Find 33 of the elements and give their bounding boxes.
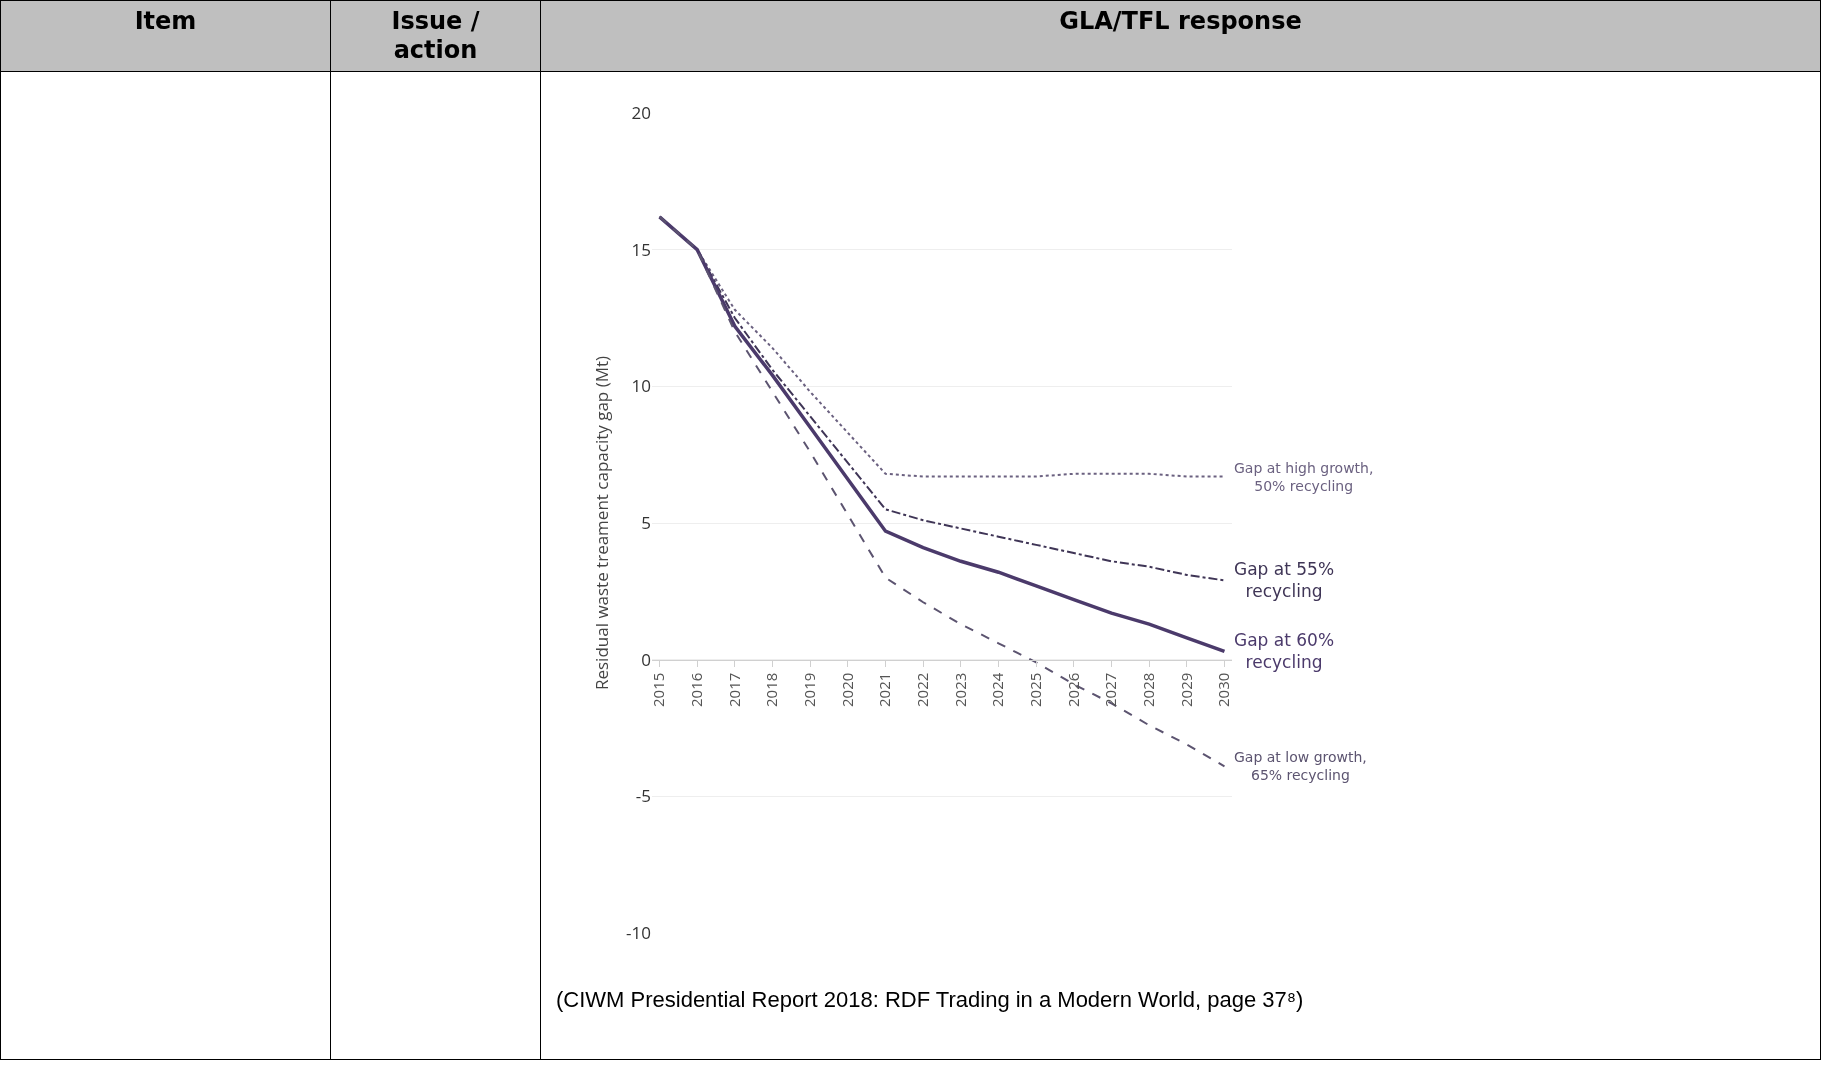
x-tick-label: 2028	[1138, 672, 1159, 707]
y-tick-label: -10	[626, 920, 651, 944]
series-label: Gap at 55% recycling	[1234, 558, 1335, 601]
x-tick-label: 2030	[1213, 672, 1234, 707]
x-tick-label: 2016	[686, 672, 707, 707]
x-tick-label: 2023	[949, 672, 970, 707]
x-tick-label: 2017	[723, 672, 744, 707]
text: GLA/TFL response	[540, 0, 1821, 72]
x-tick-label: 2021	[874, 672, 895, 707]
x-tick-label: 2026	[1062, 672, 1083, 707]
x-tick-label: 2019	[799, 672, 820, 707]
x-tick-label: 2024	[987, 671, 1008, 707]
y-tick-label: -5	[635, 783, 651, 807]
x-tick-label: 2020	[836, 672, 857, 707]
y-tick-label: 0	[641, 647, 651, 671]
x-tick-label: 2027	[1100, 672, 1121, 707]
series-label: Gap at 60% recycling	[1234, 629, 1335, 672]
x-tick-label: 2015	[648, 672, 669, 707]
x-tick-label: 2018	[761, 672, 782, 707]
x-tick-label: 2029	[1175, 672, 1196, 707]
series-label: Gap at high growth, 50% recycling	[1234, 459, 1374, 494]
y-tick-label: 15	[631, 237, 651, 261]
y-tick-label: 20	[631, 100, 651, 124]
y-axis-title: Residual waste treament capacity gap (Mt)	[590, 355, 613, 690]
x-tick-label: 2022	[912, 672, 933, 707]
line-series	[657, 214, 1227, 653]
x-tick-label: 2025	[1025, 672, 1046, 707]
y-tick-label: 10	[631, 373, 651, 397]
text: Item	[0, 0, 331, 72]
y-tick-label: 5	[641, 510, 651, 534]
series-label: Gap at low growth, 65% recycling	[1234, 748, 1367, 783]
text: Issue / action	[330, 0, 541, 72]
text: (CIWM Presidential Report 2018: RDF Trading in a Modern World, page 37⁸)	[556, 986, 1305, 1013]
